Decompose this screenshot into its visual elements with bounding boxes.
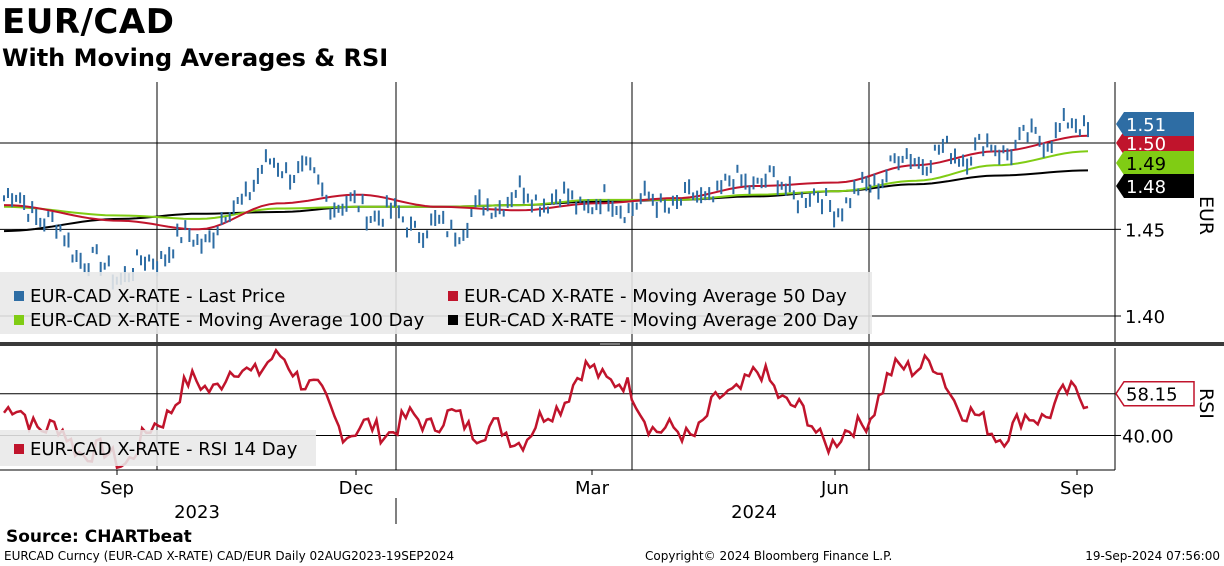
chart-title: EUR/CAD (2, 2, 175, 42)
chart-subtitle: With Moving Averages & RSI (2, 44, 389, 72)
legend-ma50-text: EUR-CAD X-RATE - Moving Average 50 Day (464, 286, 847, 307)
tag-last-price-bg (1116, 112, 1194, 136)
price-tick-label: 1.45 (1125, 220, 1165, 241)
legend-ma100-text: EUR-CAD X-RATE - Moving Average 100 Day (30, 310, 425, 331)
timestamp: 19-Sep-2024 07:56:00 (1085, 549, 1220, 563)
rsi-tick-label: 40.00 (1122, 426, 1174, 447)
source-note: Source: CHARTbeat (6, 527, 192, 547)
copyright-note: Copyright© 2024 Bloomberg Finance L.P. (645, 549, 893, 563)
price-tick-label: 1.40 (1125, 307, 1165, 328)
tag-rsi-bg (1115, 380, 1195, 407)
tag-ma200-bg (1116, 174, 1194, 198)
tag-ma50-bg (1116, 131, 1194, 155)
legend-ma200-swatch (448, 315, 458, 325)
rsi-legend-box (0, 430, 316, 466)
x-tick-label: Sep (1060, 478, 1094, 499)
tag-ma100-text: 1.49 (1126, 154, 1166, 175)
legend-last-price-swatch (14, 291, 24, 301)
x-tick-label: Jun (820, 478, 849, 499)
legend-ma50-swatch (448, 291, 458, 301)
legend-ma100-swatch (14, 315, 24, 325)
tag-rsi-text: 58.15 (1126, 385, 1178, 406)
ma100-line (3, 150, 1089, 220)
legend-rsi-text: EUR-CAD X-RATE - RSI 14 Day (30, 439, 298, 460)
year-label: 2023 (174, 502, 220, 523)
price-axis-label: EUR (1195, 196, 1217, 235)
legend-last-price-text: EUR-CAD X-RATE - Last Price (30, 286, 285, 307)
rsi-axis-label: RSI (1195, 388, 1217, 419)
tag-ma200-text: 1.48 (1126, 177, 1166, 198)
year-label: 2024 (731, 502, 777, 523)
legend-ma200-text: EUR-CAD X-RATE - Moving Average 200 Day (464, 310, 859, 331)
security-description: EURCAD Curncy (EUR-CAD X-RATE) CAD/EUR D… (4, 549, 455, 563)
legend-rsi-swatch (14, 444, 24, 454)
x-tick-label: Dec (339, 478, 374, 499)
tag-ma50-text: 1.50 (1126, 134, 1166, 155)
tag-ma100-bg (1116, 151, 1194, 175)
x-tick-label: Sep (100, 478, 134, 499)
price-legend-box (0, 272, 872, 334)
rsi-line (3, 347, 1089, 470)
tag-last-price-text: 1.51 (1126, 115, 1166, 136)
x-tick-label: Mar (575, 478, 610, 499)
